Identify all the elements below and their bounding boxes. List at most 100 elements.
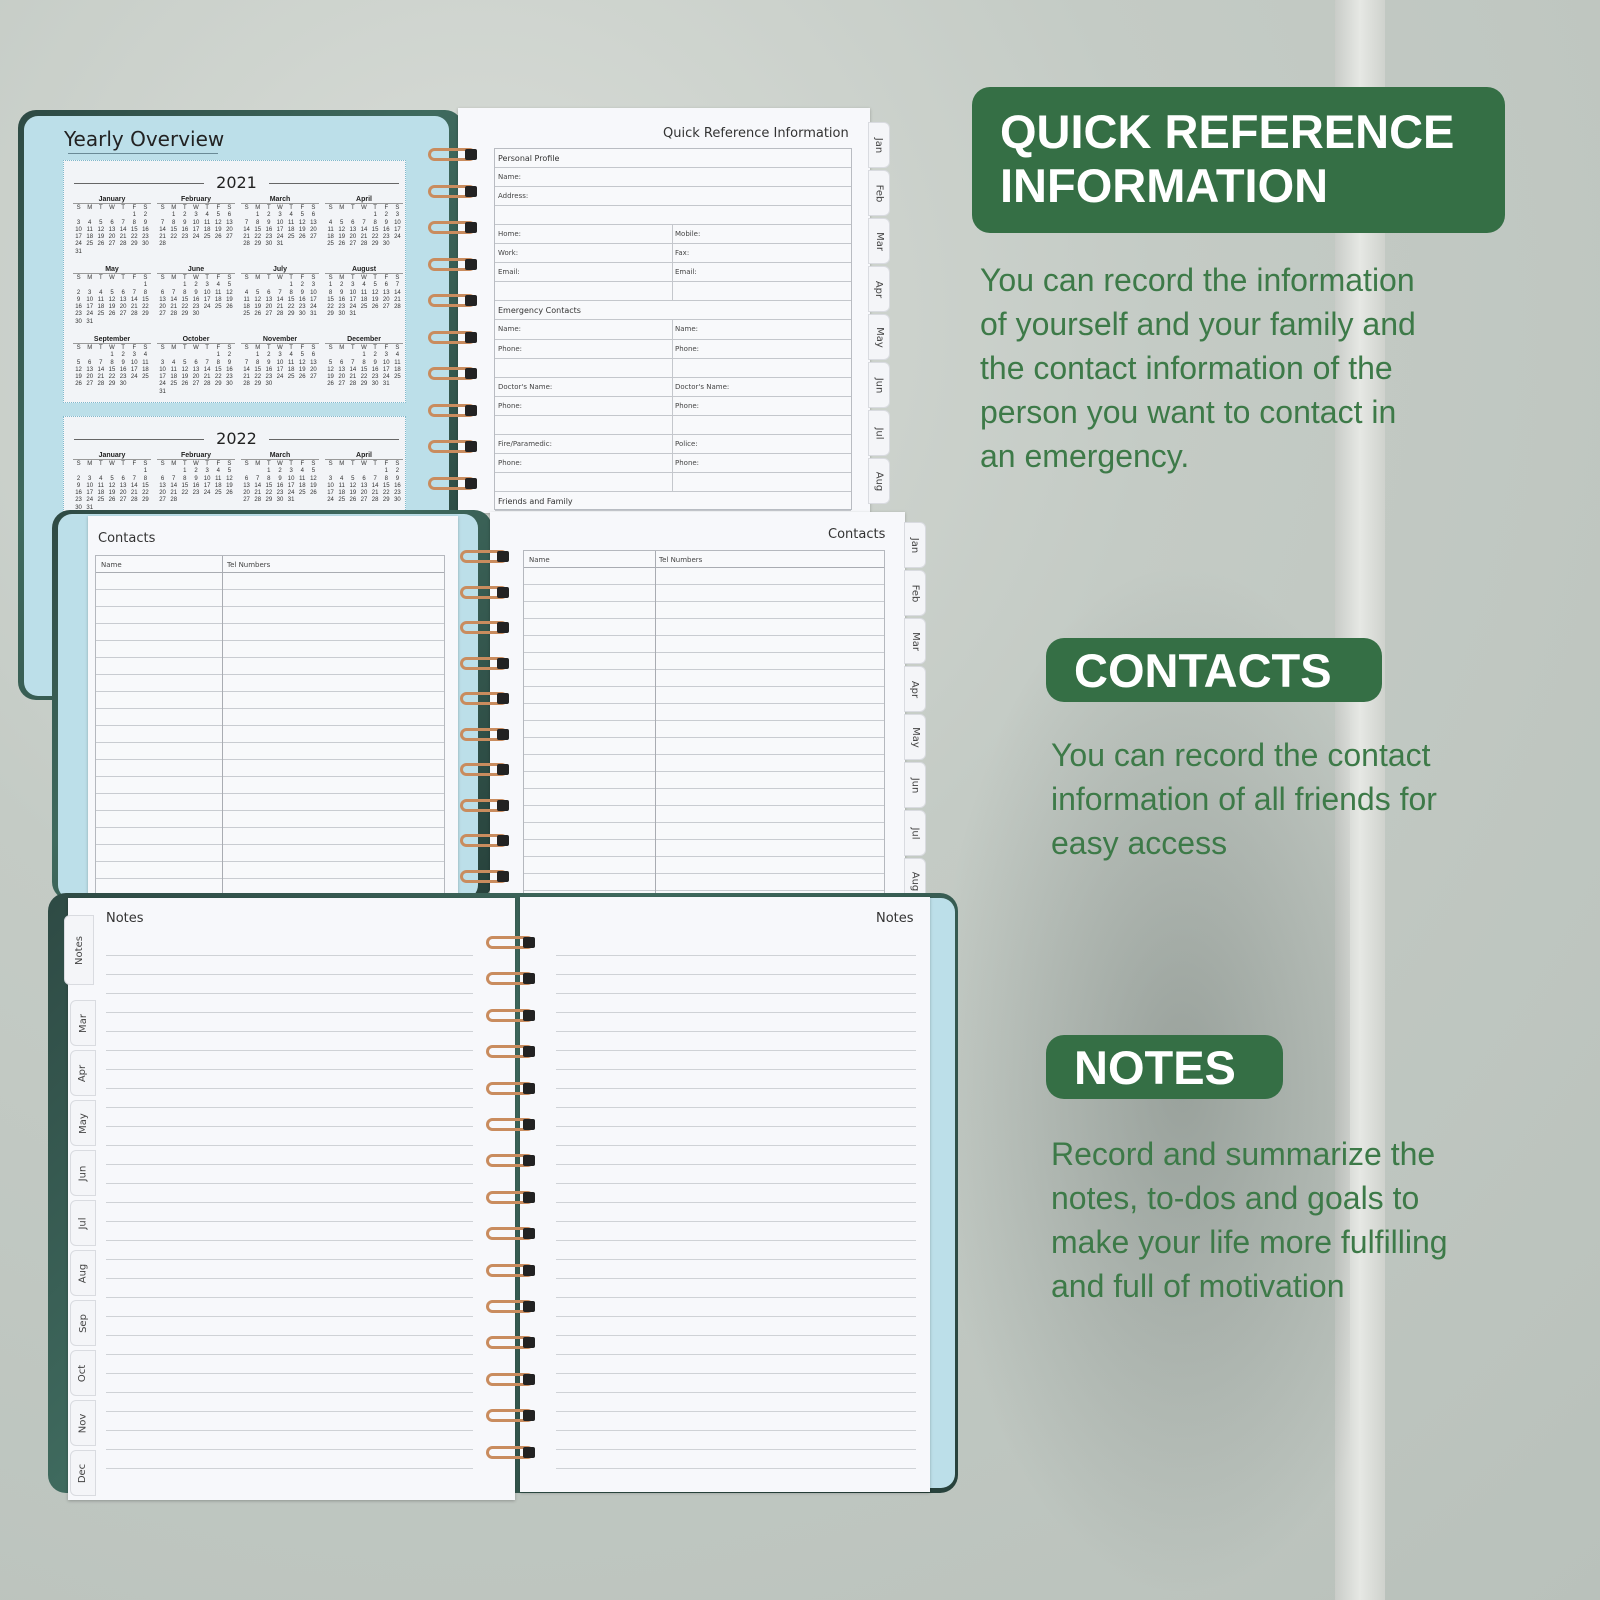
tab-may[interactable]: May (904, 714, 926, 760)
spiral-ring (486, 1008, 535, 1022)
day: 2 (300, 282, 304, 289)
day: 1 (256, 212, 260, 219)
tab-may[interactable]: May (70, 1100, 96, 1146)
day: 26 (338, 241, 346, 248)
tab-jun[interactable]: Jun (70, 1150, 96, 1196)
day: 3 (88, 475, 92, 482)
blank-day (157, 212, 168, 219)
notes-heading: NOTES (1046, 1035, 1283, 1099)
weekday: M (87, 345, 93, 351)
weekday: F (300, 275, 305, 281)
day: 14 (349, 366, 357, 373)
blank-day (84, 282, 95, 289)
day: 5 (340, 219, 344, 226)
year-rule (74, 439, 204, 440)
tab-jun[interactable]: Jun (868, 362, 890, 408)
day: 2 (194, 468, 198, 475)
field-label: Friends and Family (498, 496, 573, 506)
tab-jan[interactable]: Jan (868, 122, 890, 168)
day: 3 (160, 359, 165, 366)
tab-apr[interactable]: Apr (868, 266, 890, 312)
form-row: Emergency Contacts (495, 301, 851, 321)
day: 23 (298, 304, 306, 311)
day: 13 (108, 226, 116, 233)
day: 13 (338, 366, 346, 373)
weekday: S (244, 345, 249, 351)
day: 2 (267, 212, 271, 219)
day: 9 (300, 289, 304, 296)
field-label: Email: (498, 268, 520, 277)
day: 19 (298, 366, 306, 373)
day: 30 (382, 241, 390, 248)
day: 11 (215, 289, 222, 296)
spiral-ring (486, 1227, 535, 1241)
tab-label: May (909, 726, 921, 748)
day: 17 (287, 482, 295, 489)
month-name: January (73, 196, 151, 204)
notes-lines-left (106, 937, 473, 1482)
day: 27 (382, 304, 390, 311)
blank-day (179, 352, 190, 359)
tab-apr[interactable]: Apr (904, 666, 926, 712)
tab-jul[interactable]: Jul (904, 810, 926, 856)
weekday: S (160, 345, 165, 351)
day: 27 (226, 234, 233, 241)
calendar-panel-2022: 2022 January S M T W T F S 1 2 3 4 5 6 7 8 9 10 11 12 13 14 15 1… (63, 416, 406, 516)
day: 23 (119, 374, 127, 381)
day: 29 (327, 311, 334, 318)
tab-nov[interactable]: Nov (70, 1400, 96, 1446)
day: 16 (382, 226, 390, 233)
tab-jul[interactable]: Jul (868, 410, 890, 456)
day: 30 (192, 311, 200, 318)
tab-dec[interactable]: Dec (70, 1450, 96, 1496)
tab-jul[interactable]: Jul (70, 1200, 96, 1246)
tab-mar[interactable]: Mar (868, 218, 890, 264)
tab-aug[interactable]: Aug (70, 1250, 96, 1296)
day: 27 (108, 241, 116, 248)
tab-oct[interactable]: Oct (70, 1350, 96, 1396)
blank-day (106, 282, 117, 289)
tab-sep[interactable]: Sep (70, 1300, 96, 1346)
tab-feb[interactable]: Feb (868, 170, 890, 216)
field-label: Phone: (498, 344, 523, 353)
day: 25 (97, 497, 105, 504)
day: 5 (110, 475, 114, 482)
blank-day (84, 352, 95, 359)
tab-notes[interactable]: Notes (64, 915, 94, 985)
day: 23 (276, 490, 284, 497)
field-label: Phone: (498, 401, 523, 410)
month-may: May S M T W T F S 1 2 3 4 5 6 7 8 9 10 11 12 13 14 15 16 17 18 19 2… (73, 266, 151, 326)
month-name: April (325, 196, 403, 204)
tab-mar[interactable]: Mar (70, 1000, 96, 1046)
weekday: T (373, 275, 377, 281)
day: 25 (97, 311, 105, 318)
tab-aug[interactable]: Aug (868, 458, 890, 504)
day: 18 (394, 366, 401, 373)
day: 4 (172, 359, 176, 366)
weekday: T (373, 345, 377, 351)
day: 7 (351, 359, 355, 366)
day: 18 (170, 374, 178, 381)
tab-mar[interactable]: Mar (904, 618, 926, 664)
spiral-ring (428, 221, 477, 234)
tab-feb[interactable]: Feb (904, 570, 926, 616)
tab-may[interactable]: May (868, 314, 890, 360)
day: 1 (183, 282, 187, 289)
day: 21 (243, 234, 250, 241)
spiral-ring (428, 148, 477, 161)
year-label: 2021 (216, 173, 257, 192)
day: 15 (214, 366, 222, 373)
day: 21 (276, 304, 284, 311)
tab-apr[interactable]: Apr (70, 1050, 96, 1096)
form-row (495, 472, 851, 492)
spiral-ring (486, 1154, 535, 1168)
tab-jun[interactable]: Jun (904, 762, 926, 808)
year-rule (74, 183, 204, 184)
day: 16 (192, 296, 200, 303)
day: 19 (338, 234, 346, 241)
tab-jan[interactable]: Jan (904, 522, 926, 568)
day: 11 (97, 482, 104, 489)
day: 27 (349, 241, 357, 248)
day: 4 (289, 352, 293, 359)
weekday: T (289, 205, 293, 211)
